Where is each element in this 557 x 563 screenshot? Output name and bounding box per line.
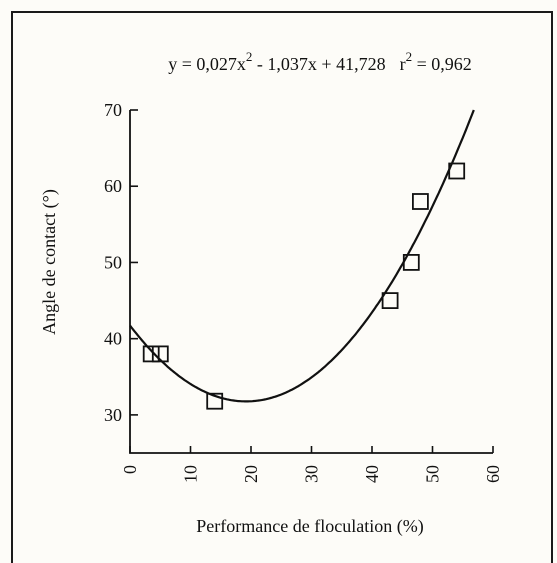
data-point	[411, 193, 429, 210]
y-tick-label: 30	[104, 405, 122, 425]
equation-exponent: 2	[246, 49, 253, 64]
chart-frame	[11, 11, 553, 563]
data-point	[381, 292, 399, 310]
x-axis-label: Performance de floculation (%)	[196, 516, 423, 537]
fit-equation: y = 0,027x2 - 1,037x + 41,728 r2 = 0,962	[168, 49, 471, 74]
data-point	[206, 392, 224, 410]
y-axis: 30 40 50 60 70	[104, 100, 138, 425]
x-tick-label: 0	[120, 465, 140, 474]
r-squared-exponent: 2	[406, 49, 413, 64]
data-point	[151, 345, 169, 363]
y-tick-label: 60	[104, 176, 122, 196]
x-tick-label: 20	[241, 465, 261, 483]
plot-area: 0 10 20 30 40 50 60 30 40 50 60 70	[104, 100, 503, 483]
x-tick-label: 40	[362, 465, 382, 483]
x-tick-label: 30	[302, 465, 322, 483]
data-point	[448, 162, 466, 180]
fit-curve	[129, 109, 475, 403]
x-axis: 0 10 20 30 40 50 60	[120, 446, 503, 483]
r-squared-label: r	[400, 54, 406, 74]
data-points	[142, 162, 466, 410]
data-point	[402, 253, 420, 271]
equation-rest: - 1,037x + 41,728	[252, 54, 385, 74]
y-tick-label: 50	[104, 252, 122, 272]
y-tick-label: 70	[104, 100, 122, 120]
r-squared-value: = 0,962	[412, 54, 472, 74]
x-tick-label: 10	[181, 465, 201, 483]
y-axis-label: Angle de contact (°)	[39, 189, 60, 335]
y-tick-label: 40	[104, 329, 122, 349]
data-point	[142, 345, 160, 363]
x-tick-label: 60	[483, 465, 503, 483]
equation-main: y = 0,027x	[168, 54, 246, 74]
x-tick-label: 50	[423, 465, 443, 483]
